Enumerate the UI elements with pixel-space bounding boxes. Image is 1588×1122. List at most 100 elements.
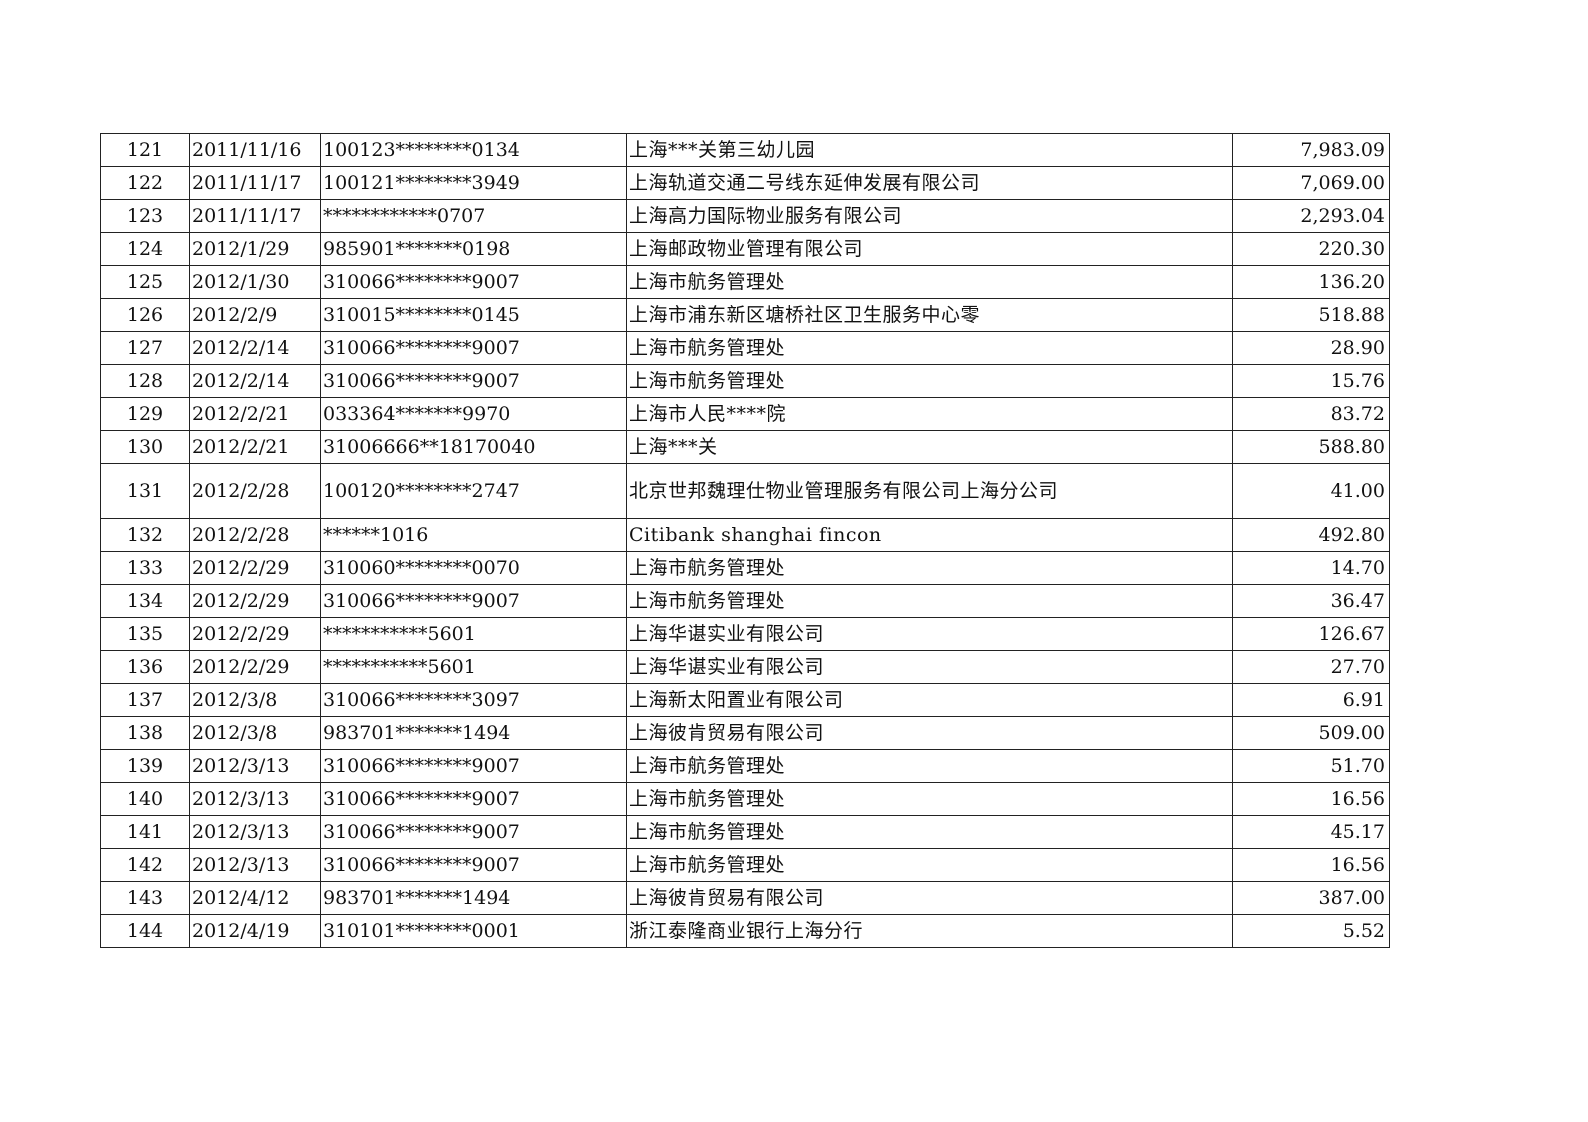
row-number-cell: 135	[100, 617, 190, 651]
table-row: 141 2012/3/13 310066********9007 上海市航务管理处 45…	[100, 815, 1390, 849]
amount-cell: 492.80	[1232, 518, 1390, 552]
row-number-cell: 121	[100, 133, 190, 167]
amount-cell: 220.30	[1232, 232, 1390, 266]
account-number-cell: 310066********9007	[320, 782, 627, 816]
account-number-cell: 310066********9007	[320, 749, 627, 783]
payee-name-cell: 上海市航务管理处	[626, 265, 1233, 299]
table-row: 124 2012/1/29 985901*******0198 上海邮政物业管理有限公…	[100, 232, 1390, 266]
amount-cell: 14.70	[1232, 551, 1390, 585]
account-number-cell: 310066********9007	[320, 815, 627, 849]
table-row: 133 2012/2/29 310060********0070 上海市航务管理处 14…	[100, 551, 1390, 585]
amount-cell: 41.00	[1232, 463, 1390, 519]
amount-cell: 45.17	[1232, 815, 1390, 849]
date-cell: 2012/3/8	[189, 716, 321, 750]
amount-cell: 518.88	[1232, 298, 1390, 332]
row-number-cell: 130	[100, 430, 190, 464]
row-number-cell: 126	[100, 298, 190, 332]
date-cell: 2012/2/14	[189, 331, 321, 365]
amount-cell: 5.52	[1232, 914, 1390, 948]
payee-name-cell: 上海高力国际物业服务有限公司	[626, 199, 1233, 233]
records-table-body: 121 2011/11/16 100123********0134 上海***关第三幼…	[100, 133, 1390, 948]
date-cell: 2012/3/8	[189, 683, 321, 717]
account-number-cell: 310066********9007	[320, 265, 627, 299]
account-number-cell: ************0707	[320, 199, 627, 233]
table-row: 142 2012/3/13 310066********9007 上海市航务管理处 16…	[100, 848, 1390, 882]
table-row: 123 2011/11/17 ************0707 上海高力国际物业服务有…	[100, 199, 1390, 233]
row-number-cell: 123	[100, 199, 190, 233]
date-cell: 2012/2/28	[189, 463, 321, 519]
row-number-cell: 134	[100, 584, 190, 618]
account-number-cell: ***********5601	[320, 617, 627, 651]
table-row: 129 2012/2/21 033364*******9970 上海市人民****院 8…	[100, 397, 1390, 431]
row-number-cell: 142	[100, 848, 190, 882]
table-row: 130 2012/2/21 31006666**18170040 上海***关 588.…	[100, 430, 1390, 464]
account-number-cell: 985901*******0198	[320, 232, 627, 266]
table-row: 139 2012/3/13 310066********9007 上海市航务管理处 51…	[100, 749, 1390, 783]
row-number-cell: 129	[100, 397, 190, 431]
account-number-cell: 310066********3097	[320, 683, 627, 717]
date-cell: 2012/2/29	[189, 584, 321, 618]
row-number-cell: 124	[100, 232, 190, 266]
account-number-cell: 100120********2747	[320, 463, 627, 519]
table-row: 132 2012/2/28 ******1016 Citibank shanghai …	[100, 518, 1390, 552]
payee-name-cell: 上海市人民****院	[626, 397, 1233, 431]
row-number-cell: 139	[100, 749, 190, 783]
amount-cell: 16.56	[1232, 848, 1390, 882]
amount-cell: 509.00	[1232, 716, 1390, 750]
account-number-cell: 310066********9007	[320, 848, 627, 882]
payee-name-cell: 上海新太阳置业有限公司	[626, 683, 1233, 717]
amount-cell: 2,293.04	[1232, 199, 1390, 233]
payee-name-cell: 上海市浦东新区塘桥社区卫生服务中心零	[626, 298, 1233, 332]
date-cell: 2012/3/13	[189, 848, 321, 882]
payee-name-cell: 上海***关第三幼儿园	[626, 133, 1233, 167]
amount-cell: 136.20	[1232, 265, 1390, 299]
table-row: 122 2011/11/17 100121********3949 上海轨道交通二号线…	[100, 166, 1390, 200]
table-row: 127 2012/2/14 310066********9007 上海市航务管理处 28…	[100, 331, 1390, 365]
payee-name-cell: 上海市航务管理处	[626, 331, 1233, 365]
amount-cell: 126.67	[1232, 617, 1390, 651]
date-cell: 2011/11/17	[189, 166, 321, 200]
date-cell: 2012/4/19	[189, 914, 321, 948]
row-number-cell: 136	[100, 650, 190, 684]
row-number-cell: 127	[100, 331, 190, 365]
row-number-cell: 144	[100, 914, 190, 948]
date-cell: 2012/4/12	[189, 881, 321, 915]
account-number-cell: 310015********0145	[320, 298, 627, 332]
row-number-cell: 140	[100, 782, 190, 816]
table-row: 125 2012/1/30 310066********9007 上海市航务管理处 13…	[100, 265, 1390, 299]
table-row: 131 2012/2/28 100120********2747 北京世邦魏理仕物业管…	[100, 463, 1390, 519]
account-number-cell: ***********5601	[320, 650, 627, 684]
account-number-cell: 983701*******1494	[320, 716, 627, 750]
table-row: 140 2012/3/13 310066********9007 上海市航务管理处 16…	[100, 782, 1390, 816]
row-number-cell: 141	[100, 815, 190, 849]
row-number-cell: 133	[100, 551, 190, 585]
payee-name-cell: 北京世邦魏理仕物业管理服务有限公司上海分公司	[626, 463, 1233, 519]
date-cell: 2012/2/29	[189, 551, 321, 585]
row-number-cell: 143	[100, 881, 190, 915]
amount-cell: 16.56	[1232, 782, 1390, 816]
date-cell: 2012/1/30	[189, 265, 321, 299]
amount-cell: 387.00	[1232, 881, 1390, 915]
table-row: 135 2012/2/29 ***********5601 上海华谌实业有限公司 126…	[100, 617, 1390, 651]
date-cell: 2011/11/16	[189, 133, 321, 167]
account-number-cell: ******1016	[320, 518, 627, 552]
row-number-cell: 128	[100, 364, 190, 398]
account-number-cell: 31006666**18170040	[320, 430, 627, 464]
table-row: 126 2012/2/9 310015********0145 上海市浦东新区塘桥社区…	[100, 298, 1390, 332]
account-number-cell: 310066********9007	[320, 364, 627, 398]
table-row: 121 2011/11/16 100123********0134 上海***关第三幼…	[100, 133, 1390, 167]
row-number-cell: 137	[100, 683, 190, 717]
amount-cell: 51.70	[1232, 749, 1390, 783]
row-number-cell: 125	[100, 265, 190, 299]
date-cell: 2012/3/13	[189, 815, 321, 849]
payee-name-cell: 上海市航务管理处	[626, 551, 1233, 585]
account-number-cell: 100121********3949	[320, 166, 627, 200]
account-number-cell: 033364*******9970	[320, 397, 627, 431]
row-number-cell: 132	[100, 518, 190, 552]
payee-name-cell: 浙江泰隆商业银行上海分行	[626, 914, 1233, 948]
date-cell: 2012/2/28	[189, 518, 321, 552]
date-cell: 2012/1/29	[189, 232, 321, 266]
account-number-cell: 310066********9007	[320, 584, 627, 618]
records-table: 121 2011/11/16 100123********0134 上海***关第三幼…	[100, 133, 1390, 948]
amount-cell: 588.80	[1232, 430, 1390, 464]
